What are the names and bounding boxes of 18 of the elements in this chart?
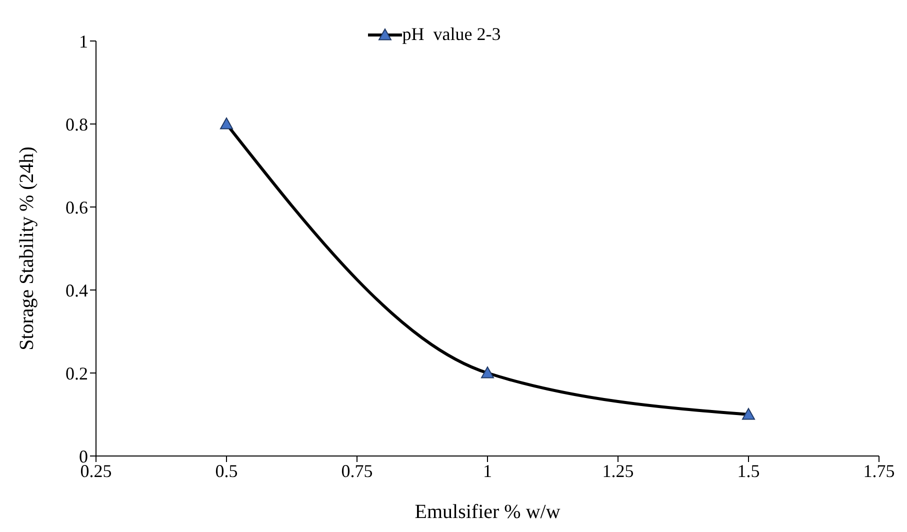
x-axis-title: Emulsifier % w/w <box>414 501 561 523</box>
x-tick-label: 1.25 <box>602 460 634 481</box>
y-tick-label: 0.2 <box>66 363 88 384</box>
x-tick-label: 0.75 <box>341 460 373 481</box>
point <box>481 366 494 378</box>
y-axis-title: Storage Stability % (24h) <box>16 146 38 350</box>
point <box>220 118 233 130</box>
y-tick-label: 0.8 <box>66 114 88 134</box>
y-tick-label: 0 <box>79 446 88 466</box>
y-tick-label: 0.4 <box>66 280 88 300</box>
x-tick-label: 1.5 <box>737 460 760 481</box>
x-tick-label: 1.75 <box>863 460 895 481</box>
x-tick-label: 0.5 <box>215 460 238 481</box>
y-tick-label: 0.6 <box>66 197 88 218</box>
y-tick-label: 1 <box>79 31 88 52</box>
point <box>742 408 755 420</box>
legend-label: pH value 2-3 <box>402 24 501 45</box>
x-tick-label: 1 <box>483 460 492 481</box>
